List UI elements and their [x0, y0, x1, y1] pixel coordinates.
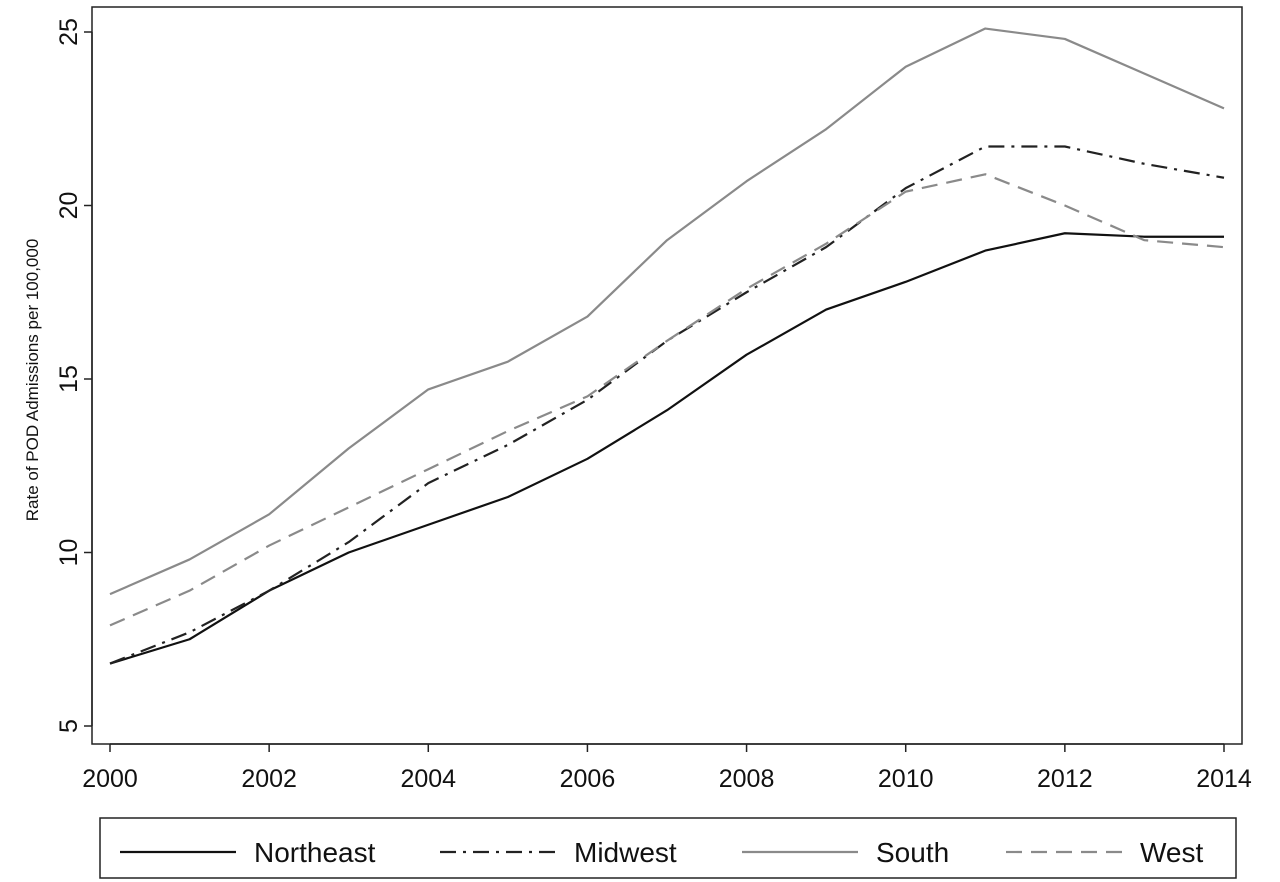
- series-line-northeast: [109, 232, 1224, 665]
- y-axis-title: Rate of POD Admissions per 100,000: [23, 239, 42, 522]
- y-tick-label: 25: [55, 18, 83, 46]
- plot-area: [91, 6, 1243, 745]
- x-tick-label: 2014: [1196, 765, 1252, 793]
- series-line-south: [109, 27, 1225, 596]
- y-tick-label: 20: [55, 192, 83, 220]
- legend-label-south: South: [876, 837, 949, 868]
- y-tick-label: 5: [55, 719, 83, 733]
- x-tick-label: 2002: [241, 765, 297, 793]
- legend: Northeast Midwest South West: [99, 817, 1237, 879]
- x-tick-label: 2000: [82, 765, 138, 793]
- x-axis: 2000 2002 2004 2006 2008 2010 2012 2014: [82, 743, 1252, 793]
- y-axis: 5 10 15 20 25: [55, 18, 93, 733]
- x-tick-label: 2008: [719, 765, 775, 793]
- x-tick-label: 2012: [1037, 765, 1093, 793]
- x-tick-label: 2006: [560, 765, 616, 793]
- x-tick-label: 2004: [400, 765, 456, 793]
- legend-label-midwest: Midwest: [574, 837, 677, 868]
- y-tick-label: 15: [55, 365, 83, 393]
- legend-box: [99, 817, 1237, 879]
- y-tick-label: 10: [55, 539, 83, 567]
- series-line-west: [109, 173, 1225, 627]
- series-line-midwest: [109, 145, 1225, 665]
- legend-label-northeast: Northeast: [254, 837, 376, 868]
- legend-label-west: West: [1140, 837, 1203, 868]
- series-lines: [109, 27, 1225, 665]
- x-tick-label: 2010: [878, 765, 934, 793]
